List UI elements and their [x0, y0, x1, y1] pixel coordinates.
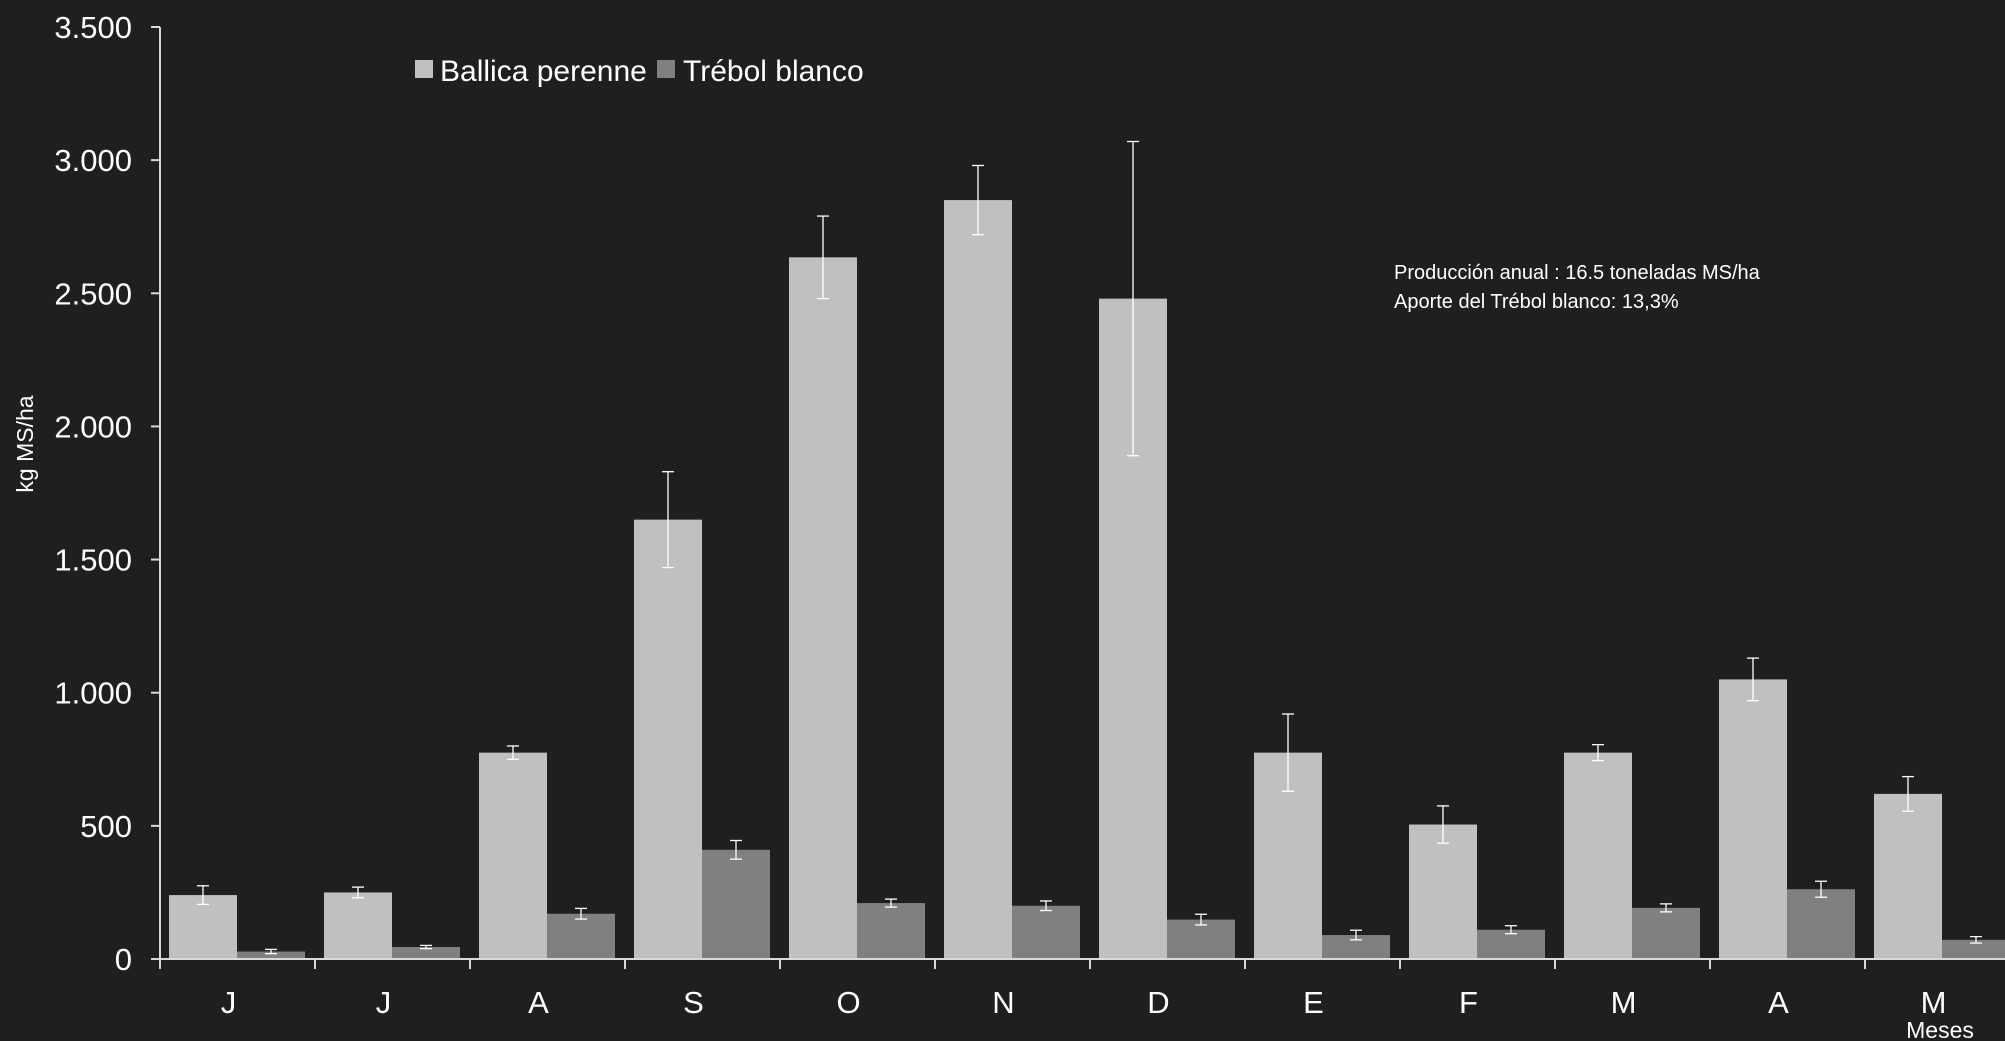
y-tick-label: 3.000 — [54, 143, 132, 178]
error-bar — [420, 944, 432, 950]
x-tick-label: D — [1147, 985, 1169, 1020]
bars — [169, 140, 2005, 960]
bar-trebol-blanco — [1477, 929, 1545, 959]
error-bar — [352, 886, 364, 899]
legend-label-trebol: Trébol blanco — [683, 55, 864, 88]
error-bar — [1505, 925, 1517, 935]
y-axis: 0 500 1.000 1.500 2.000 2.500 3.000 3.500 — [54, 10, 161, 977]
bar-trebol-blanco — [702, 849, 770, 959]
bar-trebol-blanco — [1167, 919, 1235, 959]
y-tick-label: 500 — [80, 809, 132, 844]
legend-swatch-trebol — [657, 60, 675, 78]
legend: Ballica perenne Trébol blanco — [415, 55, 864, 88]
x-tick-label: J — [221, 985, 237, 1020]
bar-ballica-perenne — [1564, 752, 1632, 959]
annotation-annual-production: Producción anual : 16.5 toneladas MS/ha — [1394, 262, 1761, 284]
error-bar — [1437, 805, 1449, 844]
error-bar — [507, 745, 519, 760]
error-bar — [662, 471, 674, 569]
bar-trebol-blanco — [237, 951, 305, 959]
x-axis-title: Meses — [1906, 1017, 1974, 1041]
x-tick-label: S — [683, 985, 704, 1020]
bar-ballica-perenne — [789, 257, 857, 959]
x-tick-label: N — [992, 985, 1014, 1020]
error-bar — [1902, 775, 1914, 812]
error-bar — [197, 885, 209, 906]
bar-trebol-blanco — [1632, 907, 1700, 959]
error-bar — [1660, 903, 1672, 913]
error-bar — [1195, 913, 1207, 926]
y-tick-label: 1.500 — [54, 543, 132, 578]
x-tick-label: A — [1768, 985, 1789, 1020]
error-bar — [1040, 900, 1052, 912]
error-bar — [1970, 935, 1982, 944]
bar-trebol-blanco — [1942, 939, 2005, 959]
error-bar — [1747, 657, 1759, 702]
bar-trebol-blanco — [392, 947, 460, 959]
error-bar — [1127, 140, 1139, 457]
y-axis-title: kg MS/ha — [12, 395, 38, 492]
bar-ballica-perenne — [634, 519, 702, 959]
x-tick-label: O — [836, 985, 860, 1020]
error-bar — [1350, 929, 1362, 941]
bar-ballica-perenne — [169, 895, 237, 959]
bar-trebol-blanco — [857, 903, 925, 959]
error-bar — [265, 948, 277, 955]
bar-trebol-blanco — [1012, 905, 1080, 959]
x-tick-label: E — [1303, 985, 1324, 1020]
x-tick-label: M — [1921, 985, 1947, 1020]
bar-ballica-perenne — [944, 200, 1012, 960]
bar-ballica-perenne — [479, 752, 547, 959]
error-bar — [1815, 880, 1827, 898]
legend-label-ballica: Ballica perenne — [440, 55, 647, 88]
error-bar — [817, 215, 829, 300]
error-bar — [575, 907, 587, 920]
x-tick-label: F — [1459, 985, 1478, 1020]
error-bar — [885, 898, 897, 908]
error-bar — [972, 164, 984, 236]
bar-ballica-perenne — [1409, 824, 1477, 959]
error-bar — [1592, 743, 1604, 762]
bar-ballica-perenne — [1874, 793, 1942, 959]
y-tick-label: 2.000 — [54, 409, 132, 444]
y-tick-label: 0 — [115, 942, 132, 977]
bar-ballica-perenne — [324, 892, 392, 959]
bar-trebol-blanco — [1787, 889, 1855, 959]
error-bar — [1282, 713, 1294, 792]
x-tick-label: M — [1611, 985, 1637, 1020]
y-tick-label: 2.500 — [54, 276, 132, 311]
y-tick-label: 1.000 — [54, 676, 132, 711]
y-tick-label: 3.500 — [54, 10, 132, 45]
legend-swatch-ballica — [415, 60, 433, 78]
bar-ballica-perenne — [1719, 679, 1787, 959]
bar-trebol-blanco — [1322, 935, 1390, 959]
error-bar — [730, 839, 742, 860]
bar-trebol-blanco — [547, 913, 615, 959]
x-tick-label: A — [528, 985, 549, 1020]
x-tick-label: J — [376, 985, 392, 1020]
annotation-clover-contribution: Aporte del Trébol blanco: 13,3% — [1394, 291, 1679, 313]
